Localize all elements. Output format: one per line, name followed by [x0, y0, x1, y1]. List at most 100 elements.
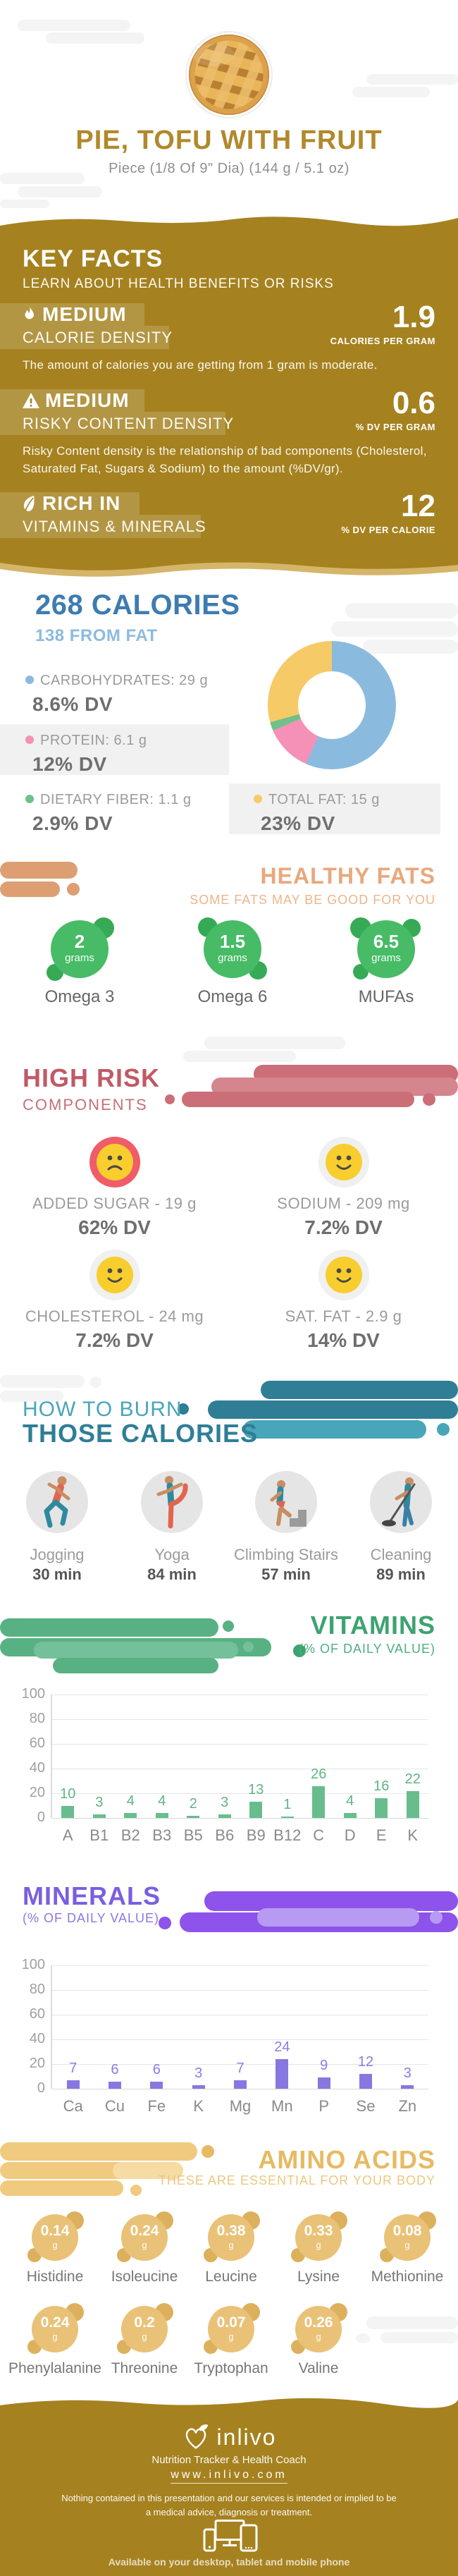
amino-unit: g [228, 2240, 234, 2251]
bar-value-label: 1 [283, 1797, 292, 1813]
bar [249, 1802, 263, 1818]
x-axis-tick-label: Mg [229, 2097, 252, 2115]
bar-value-label: 16 [373, 1778, 390, 1794]
amino-name: Phenylalanine [8, 2360, 101, 2376]
amino-name: Valine [298, 2360, 339, 2376]
activity-climbing-stairs: Climbing Stairs 57 min [230, 1470, 342, 1584]
fact-label-chip: RISKY CONTENT DENSITY [0, 412, 233, 435]
warning-icon [23, 393, 39, 408]
x-axis-tick-label: Fe [147, 2097, 166, 2115]
bar-value-label: 4 [126, 1793, 135, 1809]
activity-time: 57 min [261, 1565, 311, 1583]
website-link[interactable]: www.inlivo.com [171, 2469, 287, 2484]
decor-shape-red [423, 1093, 435, 1106]
risk-item-cholesterol: CHOLESTEROL - 24 mg 7.2% DV [0, 1250, 229, 1352]
y-axis-tick-label: 20 [29, 2056, 45, 2071]
decor-shape-green [223, 1620, 234, 1632]
y-axis-tick-label: 100 [21, 1957, 45, 1972]
decor-shape-gold [130, 2185, 142, 2196]
x-axis-tick-label: D [344, 1826, 356, 1844]
amino-grams: 0.26 [304, 2314, 333, 2331]
vitamins-bar-chart: 0 20 40 60 80 100 10 A 3 B1 4 B2 4 B3 2 B5 3 B6 13 B9 1 B12 26… [22, 1686, 428, 1844]
leaf-icon [23, 496, 35, 511]
fact-level-chip: MEDIUM [0, 389, 144, 412]
amino-grams: 0.14 [40, 2223, 70, 2239]
activity-name: Jogging [30, 1546, 85, 1563]
bar-value-label: 3 [221, 1794, 229, 1810]
risk-dv: 7.2% DV [304, 1216, 383, 1238]
amino-grams: 0.33 [304, 2223, 333, 2239]
amino-grams: 0.07 [216, 2314, 246, 2331]
amino-circle: 0.07 g [208, 2306, 254, 2352]
x-axis-tick-label: K [407, 1826, 419, 1844]
y-axis-tick-label: 60 [29, 1735, 45, 1751]
x-axis-tick-label: B12 [273, 1826, 302, 1844]
bar-value-label: 12 [357, 2054, 374, 2070]
amino-name: Isoleucine [111, 2269, 178, 2285]
y-axis-tick-label: 0 [37, 1809, 45, 1825]
decor-shape-gold [113, 2162, 183, 2179]
amino-grams: 0.38 [216, 2223, 246, 2239]
risk-label: SODIUM - 209 mg [277, 1195, 410, 1212]
amino-grams: 0.08 [392, 2223, 422, 2239]
food-photo [185, 31, 273, 118]
x-axis-tick-label: B3 [152, 1826, 172, 1844]
fact-level-chip: RICH IN [0, 492, 140, 515]
decor-shape-green [293, 1644, 306, 1657]
y-axis-tick-label: 40 [29, 1760, 45, 1776]
vitamins-title: VITAMINS [310, 1611, 435, 1640]
fact-value: 0.6 % DV PER GRAM [356, 388, 435, 433]
burn-title-line1: HOW TO BURN [23, 1398, 182, 1421]
amino-grams: 0.2 [134, 2314, 155, 2331]
x-axis-tick-label: B2 [120, 1826, 140, 1844]
gridline [52, 1818, 428, 1819]
fact-value-unit: % DV PER CALORIE [341, 525, 435, 535]
amino-amount-circle: 0.24 g [27, 2303, 84, 2354]
decor-shape-teal [437, 1423, 450, 1436]
amino-unit: g [228, 2331, 234, 2343]
gridline [52, 1990, 428, 1991]
fact-description: Risky Content density is the relationshi… [23, 444, 427, 475]
bar-value-label: 4 [158, 1793, 166, 1809]
risk-dv: 62% DV [78, 1216, 151, 1238]
amino-amount-circle: 0.24 g [117, 2211, 173, 2262]
fact-description: The amount of calories you are getting f… [23, 358, 378, 372]
amino-circle: 0.26 g [295, 2306, 342, 2352]
hero-section: PIE, TOFU WITH FRUIT Piece (1/8 Of 9" Di… [0, 0, 458, 212]
page-title: PIE, TOFU WITH FRUIT [75, 126, 383, 155]
footer-section: inlivo Nutrition Tracker & Health Coach … [0, 2415, 458, 2576]
fact-value-unit: CALORIES PER GRAM [330, 336, 435, 346]
amino-grams: 0.24 [40, 2314, 70, 2331]
bar-value-label: 10 [60, 1786, 76, 1802]
happy-emoji-icon [318, 1250, 369, 1300]
x-axis-tick-label: Zn [398, 2097, 417, 2115]
gridline [52, 1719, 428, 1720]
bar-value-label: 22 [404, 1771, 421, 1787]
bar-value-label: 9 [320, 2058, 328, 2074]
x-axis-tick-label: B9 [246, 1826, 266, 1844]
activity-name: Yoga [154, 1546, 190, 1563]
wave-divider [0, 557, 458, 578]
minerals-title: MINERALS [23, 1881, 161, 1910]
decor-shape-teal [178, 1403, 189, 1415]
decor-cloud [0, 1375, 106, 1408]
high-risk-subtitle: COMPONENTS [23, 1096, 148, 1113]
flame-icon [25, 306, 34, 319]
decor-cloud [352, 74, 458, 102]
disclaimer-text: Nothing contained in this presentation a… [61, 2493, 397, 2518]
wave-divider [0, 2394, 458, 2415]
bar-value-label: 7 [236, 2060, 245, 2076]
heart-leaf-logo-icon [185, 2424, 208, 2449]
amino-name: Histidine [26, 2269, 84, 2285]
x-axis-tick-label: Mn [271, 2097, 293, 2115]
happy-emoji-icon [318, 1137, 369, 1188]
x-axis-tick-label: Se [356, 2097, 376, 2115]
amino-amount-circle: 0.08 g [380, 2211, 436, 2262]
decor-shape-red [182, 1092, 414, 1107]
fact-value-number: 1.9 [392, 300, 435, 334]
amino-amount-circle: 0.14 g [27, 2211, 84, 2262]
fact-label: CALORIE DENSITY [23, 328, 173, 346]
gridline [52, 1965, 428, 1966]
fact-level: MEDIUM [0, 303, 127, 326]
decor-shape-teal [208, 1400, 458, 1419]
